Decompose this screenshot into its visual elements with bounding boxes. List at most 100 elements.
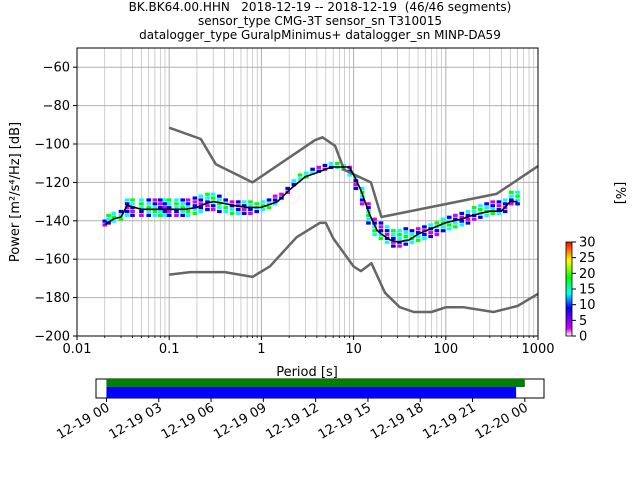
density-cell xyxy=(124,198,130,202)
density-cell xyxy=(166,206,172,210)
density-cell xyxy=(157,213,163,217)
density-cell xyxy=(428,234,433,239)
density-cell xyxy=(166,198,172,202)
x-tick-label: 1000 xyxy=(521,342,554,357)
density-cell xyxy=(146,213,152,217)
density-cell xyxy=(509,198,514,202)
density-cell xyxy=(124,213,130,217)
x-tick-label: 1 xyxy=(257,342,265,357)
density-cell xyxy=(152,202,158,206)
density-cell xyxy=(248,208,253,212)
density-cell xyxy=(241,204,247,208)
density-cell xyxy=(384,240,390,244)
density-cell xyxy=(130,209,135,214)
density-cell xyxy=(502,209,508,214)
density-cell xyxy=(391,244,396,248)
density-cell xyxy=(180,206,185,210)
density-cell xyxy=(272,202,278,206)
title-line-3: datalogger_type GuralpMinimus+ datalogge… xyxy=(139,28,501,42)
density-cell xyxy=(434,221,440,225)
density-cell xyxy=(291,179,297,183)
density-cell xyxy=(192,196,198,200)
density-cell xyxy=(484,202,489,206)
density-cell xyxy=(415,227,421,231)
coverage-tick-label: 12-20 00 xyxy=(473,400,531,442)
density-cell xyxy=(422,236,427,240)
density-cell xyxy=(490,200,496,204)
density-cell xyxy=(205,192,210,196)
density-cell xyxy=(359,186,365,191)
density-cell xyxy=(152,198,158,202)
colorbar-tick-label: 10 xyxy=(579,298,596,313)
density-cell xyxy=(403,231,409,235)
density-cell xyxy=(465,209,471,214)
density-cell xyxy=(166,209,172,214)
density-cell xyxy=(459,219,465,223)
density-cell xyxy=(210,196,216,200)
density-cell xyxy=(397,229,402,233)
density-cell xyxy=(509,190,514,194)
density-cell xyxy=(205,204,210,208)
density-cell xyxy=(509,194,514,198)
density-cell xyxy=(217,209,222,214)
density-cell xyxy=(229,208,235,212)
density-cell xyxy=(378,236,384,240)
density-cell xyxy=(254,202,260,206)
high-noise-model-line xyxy=(168,126,539,219)
density-cell xyxy=(198,206,204,210)
density-cell xyxy=(459,211,465,216)
density-cell xyxy=(428,231,433,235)
density-cell xyxy=(316,165,322,169)
density-cell xyxy=(353,186,359,191)
density-cell xyxy=(205,200,210,204)
density-cell xyxy=(198,202,204,206)
density-cell xyxy=(174,202,179,206)
density-cell xyxy=(446,223,452,227)
density-cell xyxy=(118,217,124,221)
density-cell xyxy=(446,215,452,219)
density-cell xyxy=(515,190,520,194)
density-cell xyxy=(185,202,191,206)
density-cell xyxy=(372,232,377,237)
density-cell xyxy=(111,219,116,223)
density-cell xyxy=(353,175,359,179)
colorbar-tick-label: 30 xyxy=(579,236,596,251)
x-tick-label: 10 xyxy=(345,342,362,357)
density-cell xyxy=(384,232,390,237)
density-cell xyxy=(322,163,328,168)
density-cell xyxy=(515,202,520,206)
colorbar-tick-label: 0 xyxy=(579,330,587,345)
x-axis-label: Period [s] xyxy=(276,365,338,380)
density-cell xyxy=(241,211,247,216)
density-cell xyxy=(124,202,130,206)
coverage-tick-label: 12-19 09 xyxy=(211,400,269,442)
y-ticks-layer: −200 −180 −160 −140 −120 −100 −80 −60 xyxy=(34,61,77,345)
density-cell xyxy=(391,236,396,240)
density-cell xyxy=(359,194,365,198)
density-cell xyxy=(111,215,116,219)
density-cell xyxy=(502,198,508,202)
density-cell xyxy=(102,219,108,223)
density-cell xyxy=(378,229,384,233)
density-cell xyxy=(465,217,471,221)
density-cell xyxy=(397,232,402,237)
density-cell xyxy=(403,234,409,239)
density-cell xyxy=(223,198,228,202)
density-cell xyxy=(241,208,247,212)
density-cell xyxy=(285,186,291,191)
density-cell xyxy=(403,227,409,231)
density-cell xyxy=(235,211,241,216)
density-cell xyxy=(205,196,210,200)
density-cell xyxy=(391,240,396,244)
grid-layer xyxy=(76,48,538,337)
density-cell xyxy=(248,211,253,216)
y-tick-label: −100 xyxy=(34,138,70,153)
density-cell xyxy=(366,213,371,217)
density-cell xyxy=(478,215,483,219)
density-cell xyxy=(102,223,108,227)
density-cell xyxy=(428,223,433,227)
x-tick-label: 0.01 xyxy=(63,342,92,357)
density-cell xyxy=(272,198,278,202)
